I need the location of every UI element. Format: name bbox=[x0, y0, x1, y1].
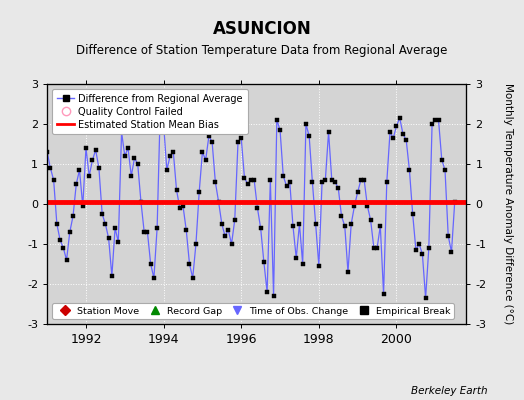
Difference from Regional Average bbox=[422, 296, 429, 300]
Difference from Regional Average bbox=[157, 102, 163, 106]
Difference from Regional Average bbox=[390, 136, 397, 140]
Text: Berkeley Earth: Berkeley Earth bbox=[411, 386, 487, 396]
Legend: Station Move, Record Gap, Time of Obs. Change, Empirical Break: Station Move, Record Gap, Time of Obs. C… bbox=[52, 303, 454, 319]
Line: Difference from Regional Average: Difference from Regional Average bbox=[45, 102, 457, 300]
Difference from Regional Average bbox=[429, 122, 435, 126]
Difference from Regional Average bbox=[44, 150, 50, 154]
Difference from Regional Average bbox=[452, 200, 458, 204]
Difference from Regional Average bbox=[290, 224, 296, 228]
Text: ASUNCION: ASUNCION bbox=[213, 20, 311, 38]
Text: Difference of Station Temperature Data from Regional Average: Difference of Station Temperature Data f… bbox=[77, 44, 447, 57]
Difference from Regional Average bbox=[283, 184, 290, 188]
Y-axis label: Monthly Temperature Anomaly Difference (°C): Monthly Temperature Anomaly Difference (… bbox=[503, 83, 513, 325]
Difference from Regional Average bbox=[63, 258, 70, 262]
Difference from Regional Average bbox=[306, 134, 312, 138]
